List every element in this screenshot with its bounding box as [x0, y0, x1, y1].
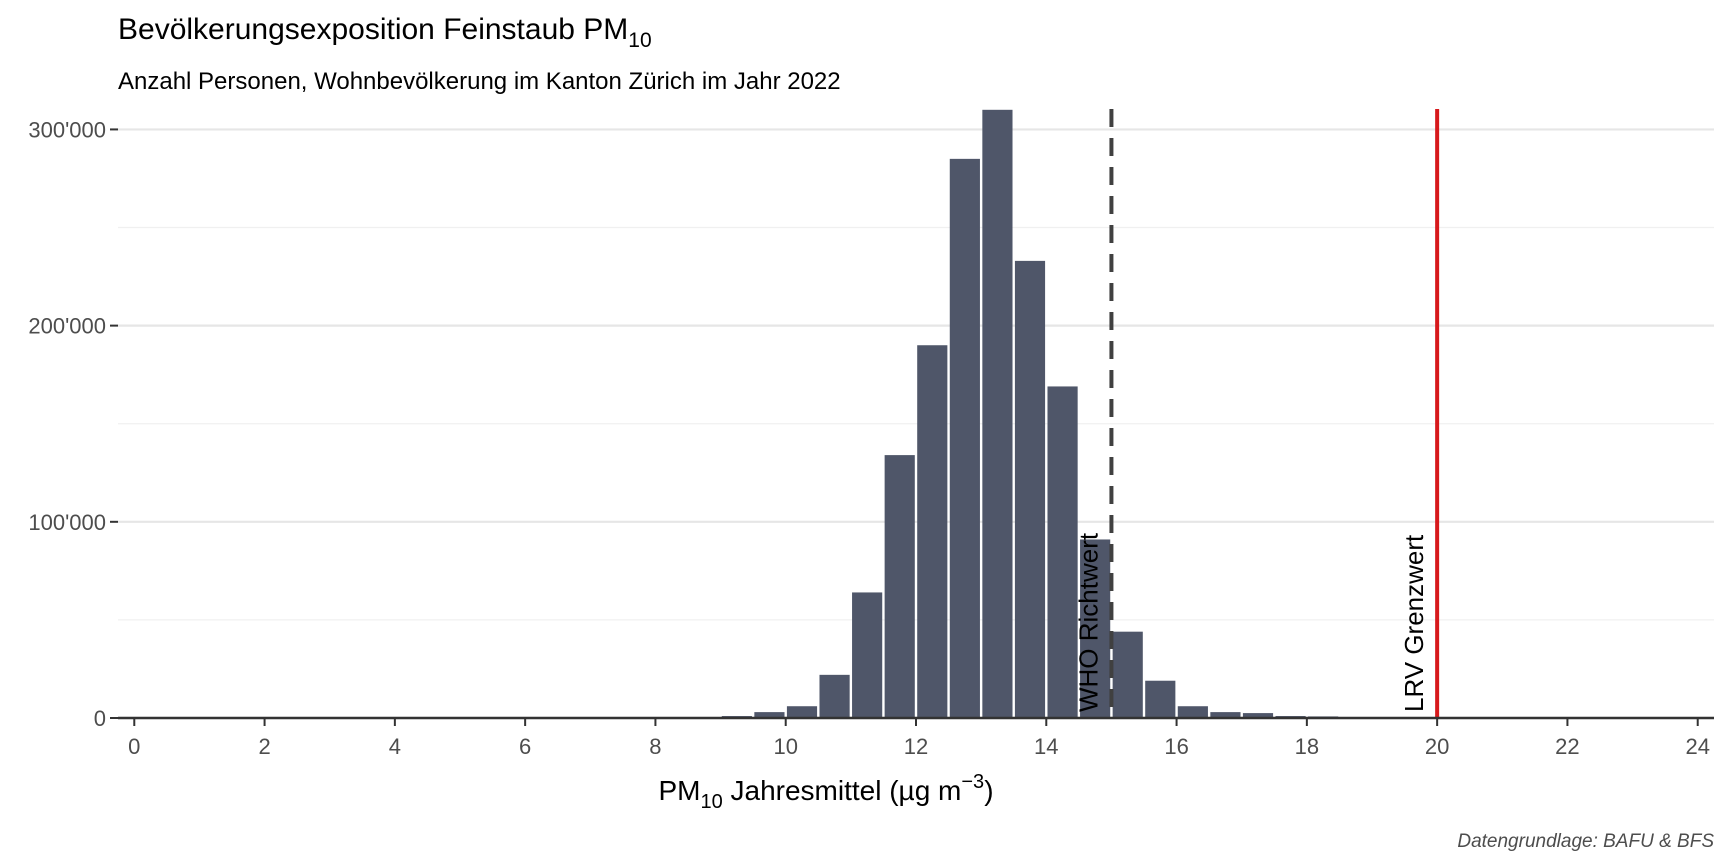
bar	[1210, 712, 1241, 718]
x-axis-title: PM10 Jahresmittel (µg m−3)	[658, 771, 993, 813]
bar	[982, 109, 1013, 719]
x-tick-label: 24	[1685, 734, 1709, 759]
y-tick-label: 100'000	[28, 510, 106, 535]
chart-title: Bevölkerungsexposition Feinstaub PM10	[118, 13, 652, 52]
bar	[949, 158, 980, 718]
x-tick-label: 12	[904, 734, 928, 759]
bar	[884, 455, 915, 718]
bar	[1242, 713, 1274, 718]
x-tick-label: 8	[649, 734, 661, 759]
bar	[1014, 260, 1046, 718]
y-tick-label: 200'000	[28, 314, 106, 339]
x-tick-label: 0	[128, 734, 140, 759]
x-tick-label: 20	[1425, 734, 1449, 759]
bar	[1112, 631, 1143, 718]
y-tick-label: 300'000	[28, 117, 106, 142]
x-tick-label: 16	[1164, 734, 1188, 759]
reference-line-label: LRV Grenzwert	[1399, 534, 1429, 712]
bar	[786, 706, 818, 718]
bar	[917, 345, 948, 718]
x-tick-label: 14	[1034, 734, 1058, 759]
bar	[1080, 539, 1111, 718]
y-tick-label: 0	[94, 706, 106, 731]
axes: 0 2 4 6 8 10 12 14 16 18 20 22 240100'000200'000300'…	[28, 117, 1714, 759]
bar	[819, 674, 850, 718]
x-tick-label: 6	[519, 734, 531, 759]
bar	[1145, 680, 1176, 718]
caption: Datengrundlage: BAFU & BFS	[1457, 831, 1714, 852]
x-tick-label: 22	[1555, 734, 1579, 759]
bars	[689, 109, 1371, 719]
bar	[1047, 386, 1078, 718]
x-tick-label: 18	[1295, 734, 1319, 759]
reference-lines: WHO Richtwert LRV Grenzwert	[1073, 109, 1440, 718]
grid-lines	[118, 128, 1714, 720]
bar	[852, 592, 883, 718]
reference-line-label: WHO Richtwert	[1073, 532, 1103, 712]
bar	[754, 712, 785, 718]
x-tick-label: 2	[258, 734, 270, 759]
x-tick-label: 10	[773, 734, 797, 759]
x-tick-label: 4	[389, 734, 401, 759]
chart-title-subscript: 10	[628, 29, 651, 52]
chart-subtitle: Anzahl Personen, Wohnbevölkerung im Kant…	[118, 68, 841, 95]
bar	[1177, 706, 1208, 718]
